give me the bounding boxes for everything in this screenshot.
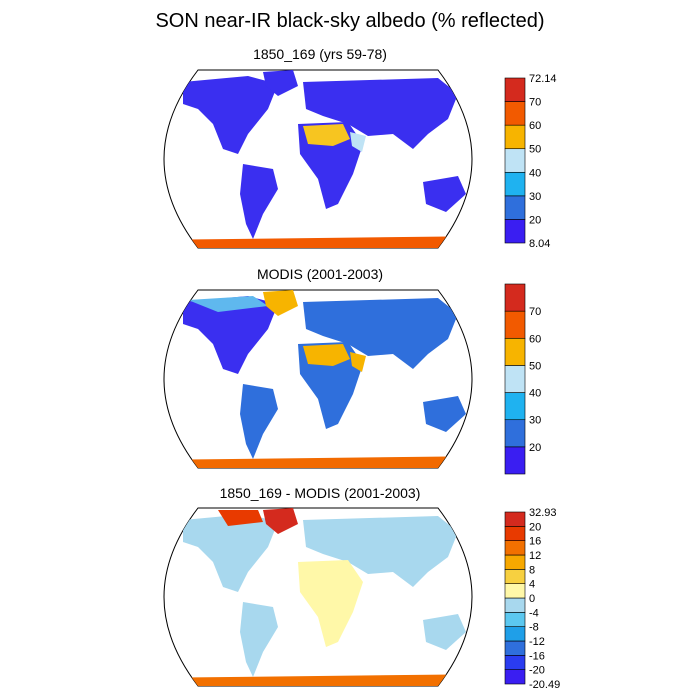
colorbar-label: -8 [529, 622, 539, 634]
south-america-landmass [240, 384, 278, 459]
colorbar-swatch [504, 669, 526, 685]
south-america-landmass [240, 164, 278, 239]
antarctica-landmass [164, 674, 472, 686]
colorbar-swatch [504, 124, 526, 150]
colorbar-swatch [504, 626, 526, 642]
colorbar-swatch [504, 392, 526, 421]
australia-landmass [423, 396, 466, 432]
greenland-landmass [263, 508, 298, 534]
colorbar-swatch [504, 77, 526, 102]
colorbar-swatch [504, 283, 526, 312]
colorbar-swatch [504, 171, 526, 197]
colorbar-swatch [504, 337, 526, 366]
colorbar-label: 70 [529, 306, 541, 318]
arctic-canada-region [218, 510, 263, 526]
colorbar-label: 4 [529, 579, 535, 591]
figure-title: SON near-IR black-sky albedo (% reflecte… [155, 10, 545, 32]
sahara-region [303, 124, 350, 146]
colorbar-swatch [504, 101, 526, 126]
panel-2-subtitle: MODIS (2001-2003) [256, 266, 384, 282]
colorbar-label: -20 [529, 665, 545, 677]
colorbar-swatch [504, 597, 526, 613]
colorbar-label: 32.93 [529, 507, 557, 519]
colorbar-swatch [504, 612, 526, 627]
arabia-region [350, 132, 366, 152]
colorbar-swatch [504, 195, 526, 220]
colorbar-swatch [504, 583, 526, 599]
panel-3-colorbar: -20.49 -20 -16 -12 -8 -4 0 4 8 12 16 20 32.93 [504, 507, 560, 691]
colorbar-label: 0 [529, 593, 535, 605]
colorbar-swatch [504, 219, 526, 244]
colorbar-label: 70 [529, 97, 541, 109]
panel-3-subtitle: 1850_169 - MODIS (2001-2003) [219, 485, 421, 501]
colorbar-label: 20 [529, 442, 541, 454]
africa-landmass [298, 560, 363, 647]
panel-3-map [163, 507, 473, 687]
colorbar-label: -12 [529, 636, 545, 648]
colorbar-swatch [504, 569, 526, 584]
antarctica-landmass [164, 456, 472, 468]
panel-2-map [163, 289, 473, 469]
sahara-region [303, 344, 350, 366]
arabia-region [350, 352, 366, 372]
south-america-landmass [240, 602, 278, 677]
eurasia-landmass [303, 78, 458, 149]
colorbar-label: 30 [529, 191, 541, 203]
colorbar-swatch [504, 511, 526, 527]
colorbar-label: -4 [529, 607, 539, 619]
antarctica-landmass [164, 236, 472, 248]
colorbar-swatch [504, 148, 526, 173]
colorbar-swatch [504, 365, 526, 393]
eurasia-landmass [303, 298, 458, 369]
colorbar-label: 20 [529, 521, 541, 533]
north-america-landmass [183, 296, 278, 374]
colorbar-label: 60 [529, 120, 541, 132]
colorbar-label: 50 [529, 144, 541, 156]
colorbar-label: 30 [529, 415, 541, 427]
panel-1-colorbar: 8.04 20 30 40 50 60 70 72.14 [504, 73, 557, 250]
colorbar-swatch [504, 554, 526, 570]
colorbar-swatch [504, 419, 526, 448]
panel-1-map [163, 69, 473, 249]
arctic-canada-region [188, 296, 268, 312]
colorbar-swatch [504, 446, 526, 475]
colorbar-label: 60 [529, 333, 541, 345]
colorbar-label: 40 [529, 167, 541, 179]
colorbar-label: 72.14 [529, 73, 557, 85]
north-america-landmass [183, 76, 278, 154]
colorbar-label: 8 [529, 564, 535, 576]
colorbar-label: 20 [529, 214, 541, 226]
australia-landmass [423, 614, 466, 650]
colorbar-label: 16 [529, 536, 541, 548]
australia-landmass [423, 176, 466, 212]
colorbar-label: 8.04 [529, 238, 550, 250]
colorbar-label: -20.49 [529, 679, 560, 691]
colorbar-label: 40 [529, 388, 541, 400]
colorbar-label: 12 [529, 550, 541, 562]
eurasia-landmass [303, 516, 458, 587]
colorbar-swatch [504, 655, 526, 670]
colorbar-swatch [504, 310, 526, 339]
colorbar-swatch [504, 540, 526, 556]
panel-2-colorbar: 20 30 40 50 60 70 [504, 283, 541, 475]
panel-1-subtitle: 1850_169 (yrs 59-78) [253, 46, 387, 62]
greenland-landmass [263, 290, 298, 316]
colorbar-label: 50 [529, 360, 541, 372]
colorbar-swatch [504, 640, 526, 656]
colorbar-swatch [504, 526, 526, 541]
colorbar-label: -16 [529, 650, 545, 662]
greenland-landmass [263, 70, 298, 96]
north-america-landmass [183, 514, 278, 592]
